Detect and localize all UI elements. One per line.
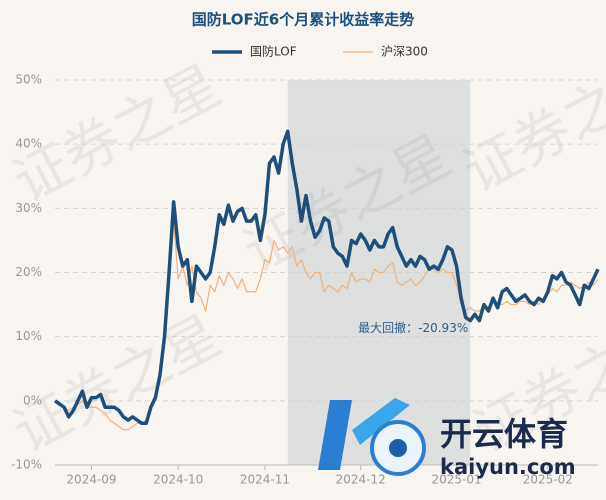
y-tick-label: 50% — [15, 73, 42, 87]
y-tick-label: 10% — [15, 329, 42, 343]
y-tick-label: 20% — [15, 265, 42, 279]
series-line — [53, 129, 600, 426]
x-tick-label: 2024-12 — [336, 473, 386, 487]
x-tick-label: 2025-02 — [523, 473, 573, 487]
chart-title: 国防LOF近6个月累计收益率走势 — [192, 11, 414, 29]
logo-mark — [352, 398, 410, 445]
y-tick-label: 0% — [23, 393, 42, 407]
logo-mark — [318, 400, 352, 470]
x-tick-label: 2024-09 — [66, 473, 116, 487]
x-tick-label: 2024-10 — [153, 473, 203, 487]
legend-label: 国防LOF — [250, 44, 297, 59]
logo-ball — [389, 439, 407, 457]
annotation: 最大回撤：-20.93% — [358, 320, 468, 335]
logo-text: 开云体育 — [440, 415, 568, 453]
y-tick-label: 40% — [15, 137, 42, 151]
x-tick-label: 2025-01 — [431, 473, 481, 487]
y-tick-label: -10% — [11, 458, 42, 472]
logo: 开云体育 kaiyun.com — [318, 398, 576, 479]
y-tick-label: 30% — [15, 201, 42, 215]
legend-label: 沪深300 — [381, 45, 428, 59]
logo-domain: kaiyun.com — [440, 455, 576, 479]
plot: -10% 0% 10% 20% 30% 40% 50% 2024-09 2024-10 2024-… — [11, 73, 600, 487]
x-tick-label: 2024-11 — [240, 473, 290, 487]
